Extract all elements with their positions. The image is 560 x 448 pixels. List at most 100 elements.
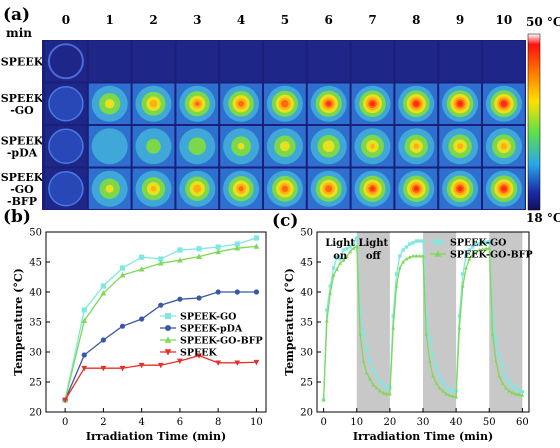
data-point xyxy=(196,353,202,359)
time-label-10: 10 xyxy=(496,13,513,27)
data-point xyxy=(355,236,359,240)
thermal-cell-cold xyxy=(351,41,394,82)
y-tick-label: 45 xyxy=(300,258,313,269)
thermal-spot-layer xyxy=(370,186,375,191)
data-point xyxy=(165,313,171,319)
y-tick-label: 20 xyxy=(29,408,42,419)
data-point xyxy=(158,256,164,262)
thermal-cell-cold xyxy=(307,41,350,82)
annotation-light-off: off xyxy=(366,251,382,262)
data-point xyxy=(348,245,352,249)
data-point xyxy=(234,360,241,366)
thermal-spot-layer xyxy=(369,101,376,107)
data-point xyxy=(331,266,336,270)
thermal-spot-layer xyxy=(105,184,114,193)
data-point xyxy=(437,374,442,378)
data-point xyxy=(434,365,438,369)
series-speek-go-bfp xyxy=(62,243,260,403)
data-point xyxy=(165,325,171,331)
data-point xyxy=(474,242,478,246)
data-point xyxy=(338,257,342,261)
data-point xyxy=(344,254,349,259)
panel-label: (b) xyxy=(3,207,31,227)
data-point xyxy=(177,247,183,253)
data-point xyxy=(503,385,508,390)
data-point xyxy=(457,314,462,318)
data-point xyxy=(414,239,419,243)
data-point xyxy=(81,365,88,372)
data-point xyxy=(417,239,422,243)
data-point xyxy=(158,302,164,308)
data-point xyxy=(497,353,501,357)
data-point xyxy=(421,253,425,258)
data-point xyxy=(139,316,145,322)
data-point xyxy=(437,385,442,390)
y-tick-label: 45 xyxy=(29,258,42,269)
x-tick-label: 10 xyxy=(350,417,363,428)
x-tick-label: 40 xyxy=(450,417,463,428)
x-tick-label: 50 xyxy=(483,417,496,428)
y-tick-label: 30 xyxy=(29,348,42,359)
y-tick-label: 50 xyxy=(300,228,313,239)
colorbar-max-label: 50 °C xyxy=(526,15,560,29)
y-tick-label: 25 xyxy=(300,378,313,389)
data-point xyxy=(351,246,356,250)
data-point xyxy=(371,382,376,387)
data-point xyxy=(500,381,505,385)
data-point xyxy=(157,260,164,266)
data-point xyxy=(321,397,326,402)
data-point xyxy=(424,314,429,318)
thermal-spot-layer xyxy=(195,101,200,106)
sample-outline xyxy=(48,128,84,164)
x-tick-label: 0 xyxy=(320,417,326,428)
data-point xyxy=(461,272,465,276)
panel-a-label: (a) xyxy=(3,5,30,25)
data-point xyxy=(434,250,442,257)
data-point xyxy=(253,235,260,241)
data-point xyxy=(421,239,425,243)
thermal-spot-layer xyxy=(413,101,420,107)
data-point xyxy=(464,265,468,270)
data-point xyxy=(450,394,455,398)
data-point xyxy=(361,358,366,363)
data-point xyxy=(404,245,409,249)
thermal-spot-layer xyxy=(104,99,115,109)
y-tick-label: 35 xyxy=(29,318,42,329)
y-tick-label: 50 xyxy=(29,228,42,239)
data-point xyxy=(520,393,525,397)
data-point xyxy=(404,256,409,261)
data-point xyxy=(196,246,202,252)
data-point xyxy=(441,388,445,393)
data-point xyxy=(444,391,449,396)
data-point xyxy=(354,244,359,248)
series-speek xyxy=(62,353,260,404)
data-point xyxy=(253,289,260,295)
data-point xyxy=(507,380,511,384)
legend-entry: SPEEK-GO xyxy=(180,312,236,323)
data-point xyxy=(138,266,145,272)
data-point xyxy=(487,239,491,244)
time-label-2: 2 xyxy=(149,13,157,27)
thermal-spot-layer xyxy=(150,185,157,192)
data-point xyxy=(494,358,498,363)
data-point xyxy=(447,393,452,397)
y-tick-label: 25 xyxy=(29,378,42,389)
data-point xyxy=(338,261,343,265)
y-axis-label: Temperature (°C) xyxy=(12,268,25,376)
data-point xyxy=(374,385,379,390)
data-point xyxy=(474,250,478,254)
data-point xyxy=(441,380,445,384)
thermal-spot-layer xyxy=(413,143,420,150)
data-point xyxy=(81,352,87,358)
thermal-spot-layer xyxy=(238,100,245,107)
data-point xyxy=(480,240,485,244)
sample-label-line: -GO xyxy=(10,104,34,117)
x-tick-label: 20 xyxy=(384,417,397,428)
data-point xyxy=(520,389,525,394)
data-point xyxy=(391,325,396,330)
data-point xyxy=(504,374,508,378)
data-point xyxy=(164,349,172,356)
